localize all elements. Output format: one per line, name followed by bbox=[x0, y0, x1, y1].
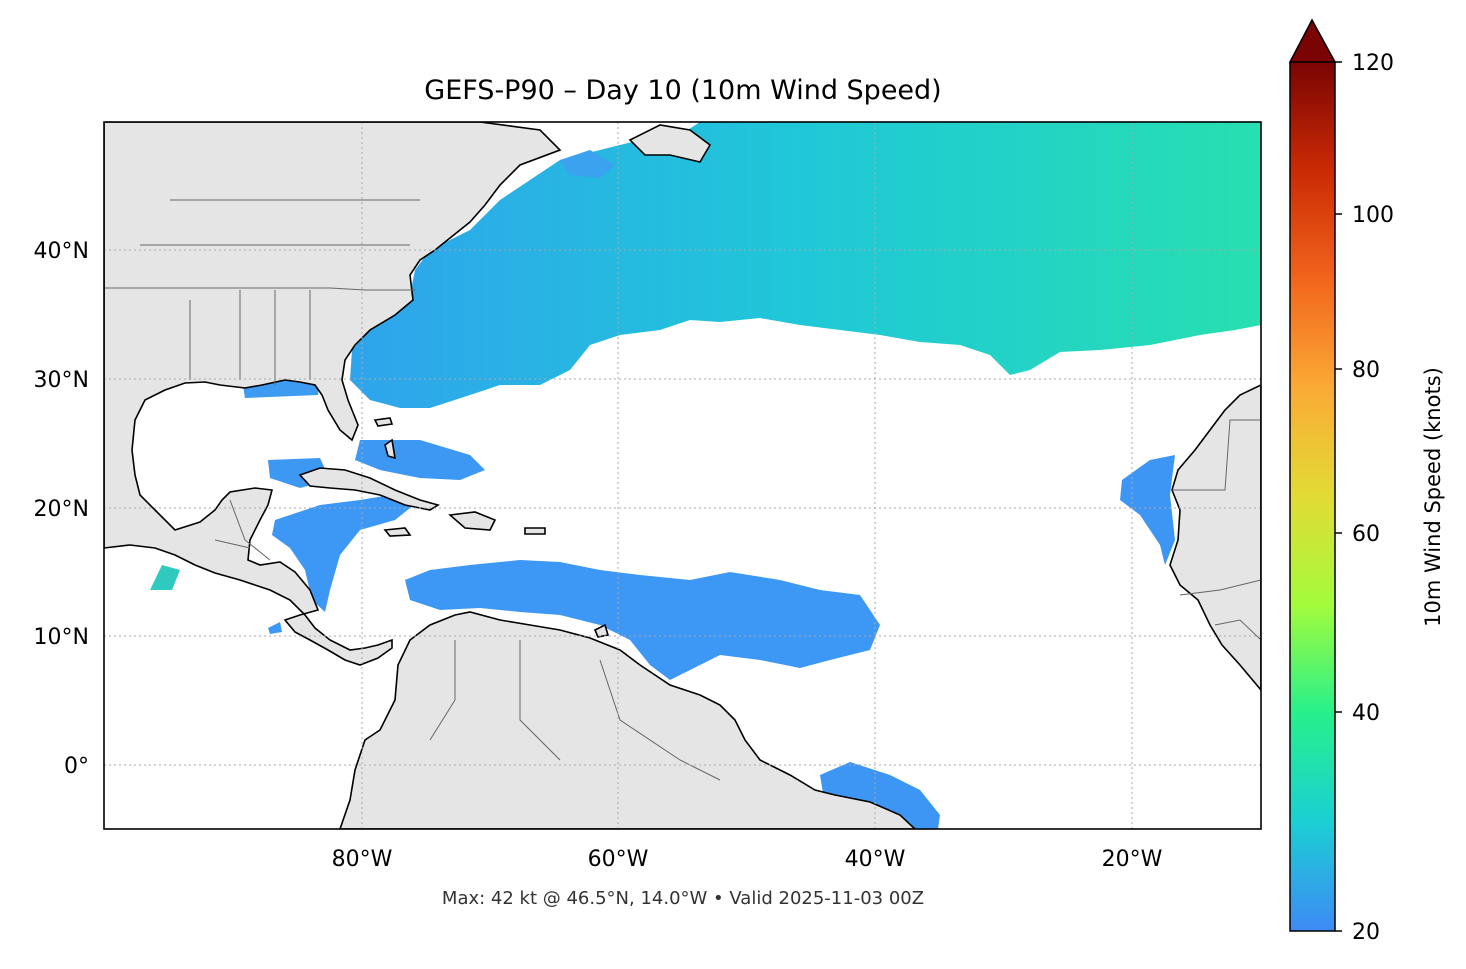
jamaica bbox=[383, 527, 412, 537]
lon-tick-20w: 20°W bbox=[1102, 847, 1163, 872]
colorbar-frame bbox=[1289, 62, 1336, 932]
lon-tick-labels: 80°W 60°W 40°W 20°W bbox=[332, 847, 1163, 872]
map-frame bbox=[103, 121, 1262, 830]
wind-band-caribbean-central bbox=[405, 560, 880, 680]
colorbar-extend-arrow bbox=[1288, 18, 1337, 63]
colorbar-tick-120: 120 bbox=[1352, 51, 1394, 76]
lat-tick-20n: 20°N bbox=[34, 497, 89, 522]
colorbar-tick-40: 40 bbox=[1352, 701, 1380, 726]
land bbox=[104, 122, 1261, 829]
colorbar: 120 100 80 60 40 20 10m Wind Speed (knot… bbox=[1288, 18, 1445, 945]
north-america bbox=[104, 122, 562, 666]
lon-tick-80w: 80°W bbox=[332, 847, 393, 872]
puerto-rico bbox=[524, 527, 546, 535]
trinidad bbox=[593, 623, 610, 638]
wind-band-caribbean-west bbox=[272, 495, 420, 612]
wind-band-east-pacific bbox=[268, 622, 282, 634]
colorbar-gradient bbox=[1290, 62, 1335, 931]
lon-tick-60w: 60°W bbox=[588, 847, 649, 872]
lat-tick-10n: 10°N bbox=[34, 625, 89, 650]
south-america bbox=[339, 611, 917, 829]
hispaniola bbox=[448, 511, 497, 531]
lon-tick-40w: 40°W bbox=[845, 847, 906, 872]
wind-band-west-africa bbox=[1120, 455, 1175, 565]
footer-note: Max: 42 kt @ 46.5°N, 14.0°W • Valid 2025… bbox=[442, 888, 924, 909]
lat-tick-labels: 40°N 30°N 20°N 10°N 0° bbox=[34, 239, 89, 779]
wind-band-north-atlantic bbox=[350, 122, 1261, 408]
colorbar-tick-100: 100 bbox=[1352, 203, 1394, 228]
africa bbox=[1169, 384, 1261, 692]
lat-tick-40n: 40°N bbox=[34, 239, 89, 264]
colorbar-tick-20: 20 bbox=[1352, 920, 1380, 945]
borders bbox=[104, 199, 1261, 781]
colorbar-tick-60: 60 bbox=[1352, 522, 1380, 547]
wind-band-pacific bbox=[150, 565, 180, 590]
lat-tick-30n: 30°N bbox=[34, 368, 89, 393]
newfoundland bbox=[628, 124, 712, 163]
lat-tick-0: 0° bbox=[64, 754, 89, 779]
colorbar-label: 10m Wind Speed (knots) bbox=[1421, 367, 1445, 627]
bahamas bbox=[373, 417, 396, 460]
wind-band-gulf-of-st-lawrence bbox=[560, 150, 615, 178]
map-area bbox=[104, 122, 1261, 829]
map-title: GEFS-P90 – Day 10 (10m Wind Speed) bbox=[424, 75, 941, 106]
colorbar-tick-80: 80 bbox=[1352, 358, 1380, 383]
